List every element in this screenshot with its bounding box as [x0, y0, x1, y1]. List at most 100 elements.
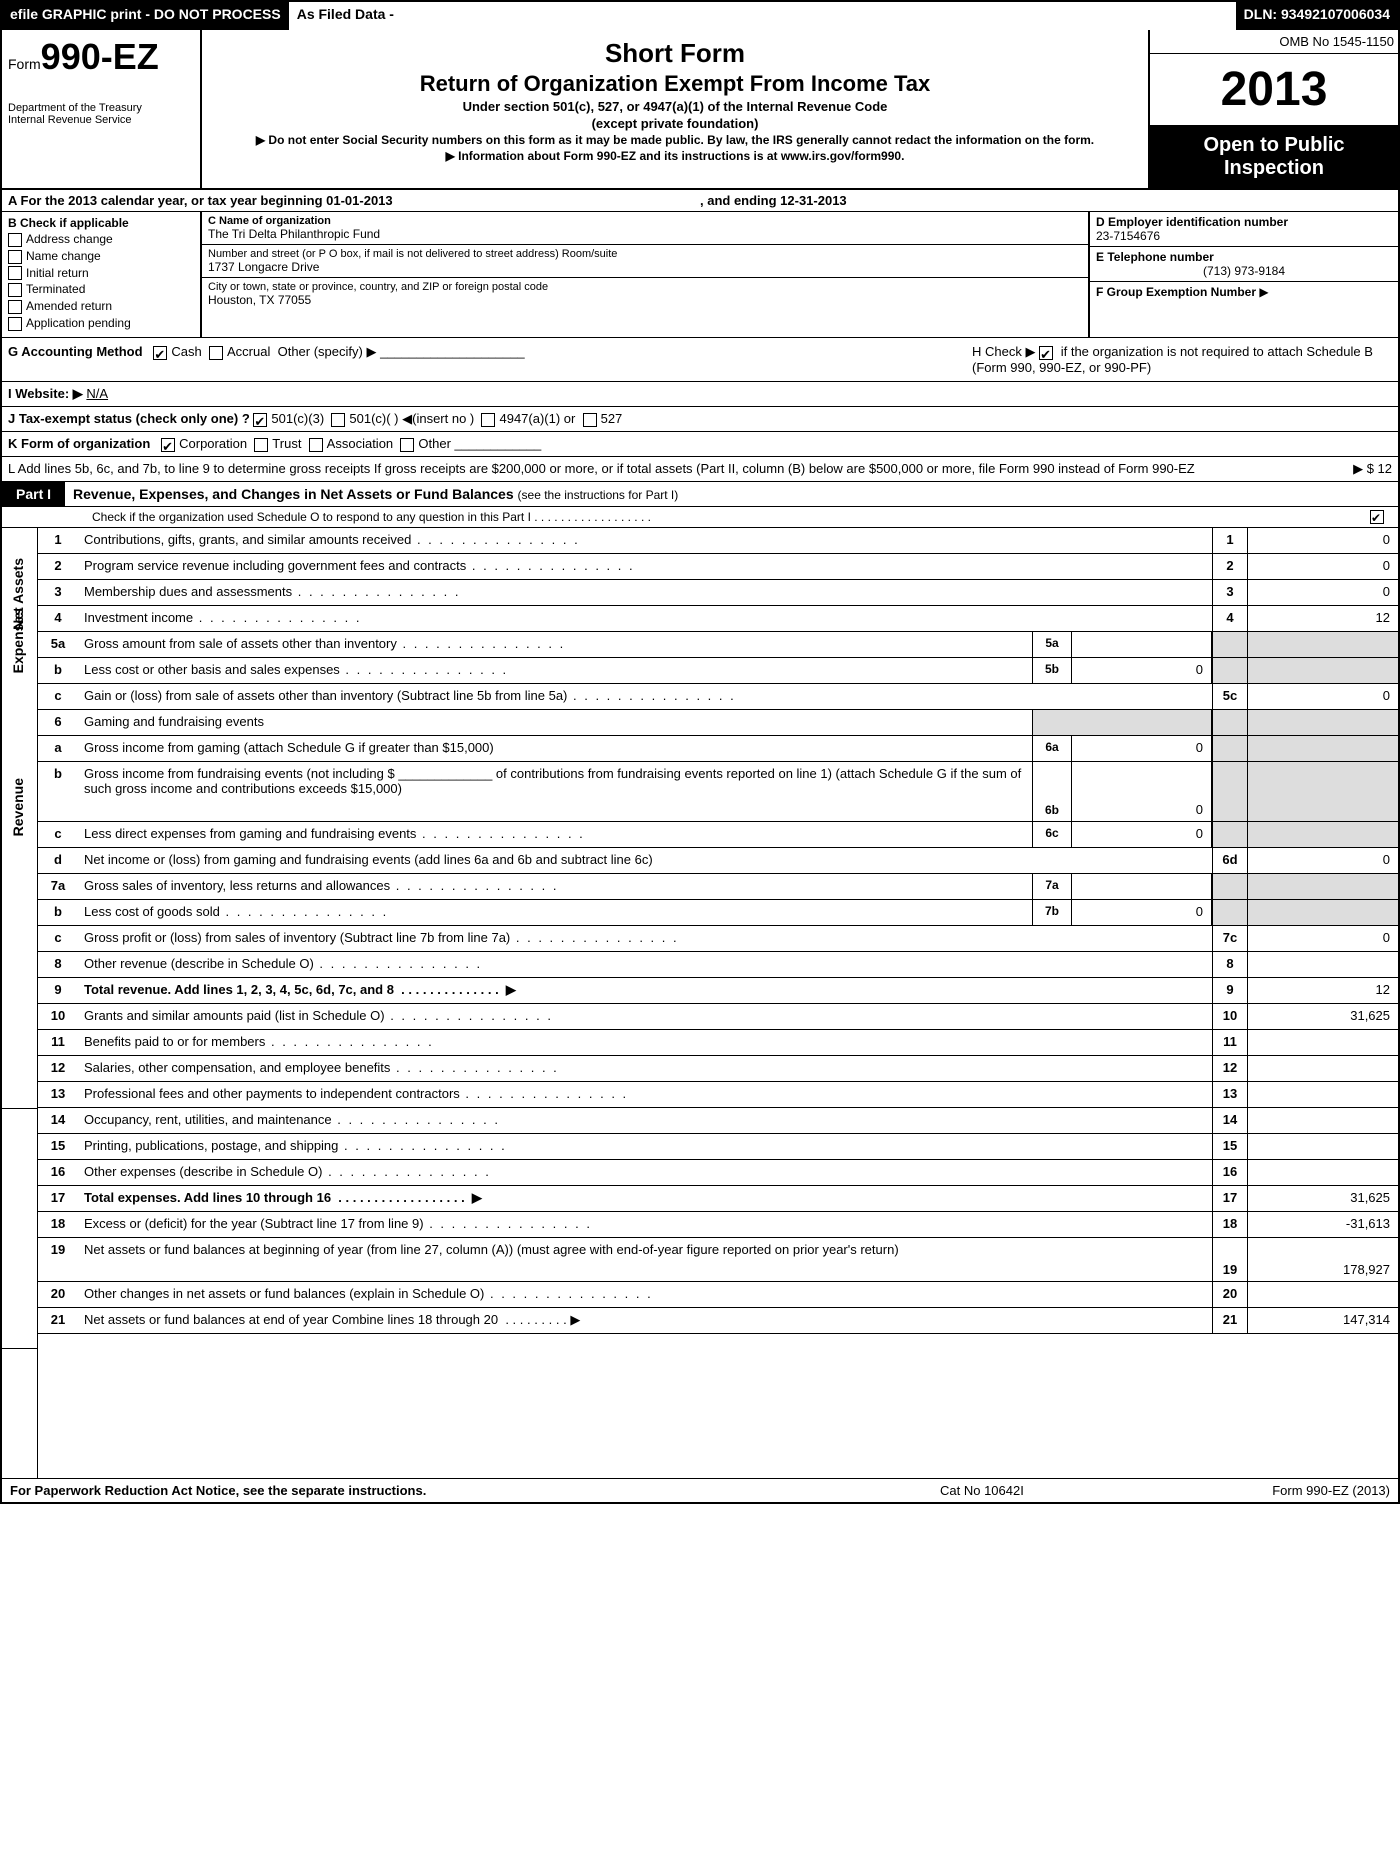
line-17: 17Total expenses. Add lines 10 through 1…: [38, 1186, 1398, 1212]
row-i-website: I Website: ▶ N/A: [2, 382, 1398, 407]
line-21: 21Net assets or fund balances at end of …: [38, 1308, 1398, 1334]
chk-corporation[interactable]: ✔: [161, 438, 175, 452]
line-5c: cGain or (loss) from sale of assets othe…: [38, 684, 1398, 710]
row-k-org-form: K Form of organization ✔Corporation Trus…: [2, 432, 1398, 457]
as-filed-label: As Filed Data -: [289, 2, 1236, 30]
form-990ez-page: efile GRAPHIC print - DO NOT PROCESS As …: [0, 0, 1400, 1504]
revenue-label: Revenue: [10, 778, 26, 836]
chk-name-change[interactable]: Name change: [8, 249, 194, 264]
irs-label: Internal Revenue Service: [8, 114, 194, 126]
chk-address-change[interactable]: Address change: [8, 232, 194, 247]
f-group-label: F Group Exemption Number: [1096, 285, 1256, 299]
line-3: 3Membership dues and assessments30: [38, 580, 1398, 606]
chk-accrual[interactable]: [209, 346, 223, 360]
b-title: B Check if applicable: [8, 216, 194, 230]
net-assets-label: Net Assets: [10, 558, 26, 630]
form-lines: 1Contributions, gifts, grants, and simil…: [38, 528, 1398, 1478]
return-title: Return of Organization Exempt From Incom…: [214, 71, 1136, 97]
chk-amended[interactable]: Amended return: [8, 299, 194, 314]
paperwork-notice: For Paperwork Reduction Act Notice, see …: [10, 1483, 940, 1498]
part-1-body: Revenue Expenses Net Assets 1Contributio…: [2, 528, 1398, 1478]
line-6a: aGross income from gaming (attach Schedu…: [38, 736, 1398, 762]
org-address: 1737 Longacre Drive: [208, 260, 1082, 274]
ssn-warning: ▶ Do not enter Social Security numbers o…: [214, 133, 1136, 147]
part-1-tag: Part I: [2, 482, 65, 506]
row-g-h: G Accounting Method ✔Cash Accrual Other …: [2, 338, 1398, 382]
chk-app-pending[interactable]: Application pending: [8, 316, 194, 331]
line-12: 12Salaries, other compensation, and empl…: [38, 1056, 1398, 1082]
line-15: 15Printing, publications, postage, and s…: [38, 1134, 1398, 1160]
form-number: 990-EZ: [41, 36, 159, 77]
line-20: 20Other changes in net assets or fund ba…: [38, 1282, 1398, 1308]
tax-year: 2013: [1150, 54, 1398, 126]
e-phone-label: E Telephone number: [1096, 250, 1392, 264]
omb-number: OMB No 1545-1150: [1150, 30, 1398, 54]
row-a-tax-year: A For the 2013 calendar year, or tax yea…: [2, 190, 1398, 212]
line-1: 1Contributions, gifts, grants, and simil…: [38, 528, 1398, 554]
org-name: The Tri Delta Philanthropic Fund: [208, 227, 1082, 241]
chk-501c[interactable]: [331, 413, 345, 427]
line-6: 6Gaming and fundraising events: [38, 710, 1398, 736]
line-4: 4Investment income412: [38, 606, 1398, 632]
line-6c: cLess direct expenses from gaming and fu…: [38, 822, 1398, 848]
side-labels: Revenue Expenses Net Assets: [2, 528, 38, 1478]
section-d-e-f: D Employer identification number 23-7154…: [1088, 212, 1398, 337]
c-name-label: C Name of organization: [208, 215, 1082, 227]
chk-527[interactable]: [583, 413, 597, 427]
line-2: 2Program service revenue including gover…: [38, 554, 1398, 580]
efile-topbar: efile GRAPHIC print - DO NOT PROCESS As …: [2, 2, 1398, 30]
ein-value: 23-7154676: [1096, 229, 1392, 243]
line-7c: cGross profit or (loss) from sales of in…: [38, 926, 1398, 952]
form-ref: Form 990-EZ (2013): [1190, 1483, 1390, 1498]
line-6b: bGross income from fundraising events (n…: [38, 762, 1398, 822]
c-city-label: City or town, state or province, country…: [208, 281, 1082, 293]
line-19: 19Net assets or fund balances at beginni…: [38, 1238, 1398, 1282]
chk-other-org[interactable]: [400, 438, 414, 452]
short-form-title: Short Form: [214, 38, 1136, 69]
dept-treasury: Department of the Treasury: [8, 102, 194, 114]
chk-association[interactable]: [309, 438, 323, 452]
chk-schedule-o[interactable]: ✔: [1370, 510, 1384, 524]
chk-501c3[interactable]: ✔: [253, 413, 267, 427]
row-l-gross-receipts: L Add lines 5b, 6c, and 7b, to line 9 to…: [2, 457, 1398, 482]
f-arrow: ▶: [1259, 285, 1268, 299]
c-addr-label: Number and street (or P O box, if mail i…: [208, 248, 1082, 260]
part-1-schedule-o-check: Check if the organization used Schedule …: [2, 507, 1398, 528]
info-link: ▶ Information about Form 990-EZ and its …: [214, 149, 1136, 163]
chk-4947[interactable]: [481, 413, 495, 427]
chk-trust[interactable]: [254, 438, 268, 452]
part-1-header: Part I Revenue, Expenses, and Changes in…: [2, 482, 1398, 507]
header-right-block: OMB No 1545-1150 2013 Open to Public Ins…: [1148, 30, 1398, 188]
org-city: Houston, TX 77055: [208, 293, 1082, 307]
form-number-block: Form990-EZ Department of the Treasury In…: [2, 30, 202, 188]
website-value: N/A: [86, 386, 108, 401]
d-ein-label: D Employer identification number: [1096, 215, 1392, 229]
page-footer: For Paperwork Reduction Act Notice, see …: [2, 1478, 1398, 1502]
line-11: 11Benefits paid to or for members11: [38, 1030, 1398, 1056]
line-18: 18Excess or (deficit) for the year (Subt…: [38, 1212, 1398, 1238]
section-c-org-info: C Name of organization The Tri Delta Phi…: [202, 212, 1088, 337]
chk-initial-return[interactable]: Initial return: [8, 266, 194, 281]
efile-label: efile GRAPHIC print - DO NOT PROCESS: [2, 2, 289, 30]
except-subtitle: (except private foundation): [214, 116, 1136, 131]
form-prefix: Form: [8, 56, 41, 72]
line-5b: bLess cost or other basis and sales expe…: [38, 658, 1398, 684]
line-9: 9Total revenue. Add lines 1, 2, 3, 4, 5c…: [38, 978, 1398, 1004]
phone-value: (713) 973-9184: [1096, 264, 1392, 278]
line-7b: bLess cost of goods sold7b0: [38, 900, 1398, 926]
dln-label: DLN: 93492107006034: [1236, 2, 1398, 30]
section-b-checkboxes: B Check if applicable Address change Nam…: [2, 212, 202, 337]
open-public-inspection: Open to Public Inspection: [1150, 126, 1398, 188]
line-7a: 7aGross sales of inventory, less returns…: [38, 874, 1398, 900]
line-14: 14Occupancy, rent, utilities, and mainte…: [38, 1108, 1398, 1134]
line-13: 13Professional fees and other payments t…: [38, 1082, 1398, 1108]
chk-cash[interactable]: ✔: [153, 346, 167, 360]
chk-h-schedule-b[interactable]: ✔: [1039, 346, 1053, 360]
chk-terminated[interactable]: Terminated: [8, 282, 194, 297]
cat-no: Cat No 10642I: [940, 1483, 1190, 1498]
line-6d: dNet income or (loss) from gaming and fu…: [38, 848, 1398, 874]
section-b-through-f: B Check if applicable Address change Nam…: [2, 212, 1398, 338]
form-title-block: Short Form Return of Organization Exempt…: [202, 30, 1148, 188]
g-label: G Accounting Method: [8, 344, 143, 359]
row-j-tax-exempt: J Tax-exempt status (check only one) ? ✔…: [2, 407, 1398, 432]
